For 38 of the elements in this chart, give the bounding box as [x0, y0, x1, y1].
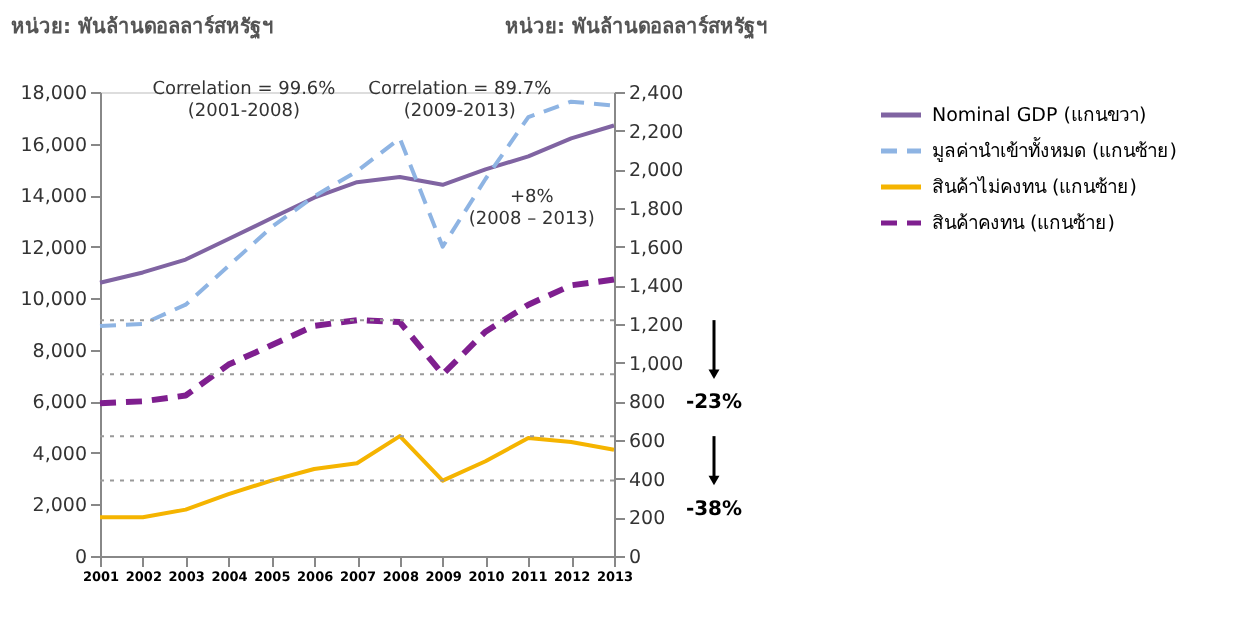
annotation: Correlation = 99.6% (2001-2008): [152, 80, 337, 122]
y2-tick-label: 0: [629, 547, 642, 569]
y-tick-label: 14,000: [20, 186, 87, 209]
annotation: Correlation = 89.7% (2009-2013): [368, 80, 553, 122]
y-tick-label: 4,000: [32, 443, 87, 466]
y2-tick-label: 2,000: [629, 160, 684, 183]
text: -23%: [685, 392, 743, 415]
y-tick-label: 12,000: [20, 237, 87, 260]
line-series: [97, 276, 617, 407]
y2-tick-label: 800: [629, 392, 666, 415]
y-tick-label: 8,000: [32, 340, 87, 363]
legend-label: สินค้าไม่คงทน (แกนซ้าย): [932, 175, 1137, 199]
y2-tick-label: 2,200: [629, 121, 684, 144]
y2-tick-label: 2,400: [629, 83, 684, 105]
y2-tick-label: 400: [629, 469, 666, 492]
line-series: [98, 434, 616, 520]
y-tick-label: 10,000: [20, 289, 87, 312]
y2-axis-title: หน่วย: พันล้านดอลลาร์สหรัฐฯ: [505, 15, 768, 39]
y2-tick-label: 1,000: [629, 353, 684, 376]
legend-label: มูลค่านำเข้าทั้งหมด (แกนซ้าย): [932, 137, 1177, 163]
annotation: +8% (2008 – 2013): [468, 188, 595, 230]
y-tick-label: 16,000: [20, 134, 87, 157]
y2-tick-label: 1,600: [629, 237, 684, 260]
y-tick-label: 18,000: [20, 83, 87, 105]
line-series: [98, 123, 616, 285]
text: -38%: [685, 498, 743, 521]
y2-tick-label: 600: [629, 431, 666, 453]
y-tick-label: 2,000: [32, 495, 87, 518]
y-tick-label: 6,000: [32, 392, 87, 415]
y2-tick-label: 1,200: [629, 315, 684, 337]
y2-tick-label: 1,400: [629, 276, 684, 299]
line-series: [98, 99, 616, 328]
y2-tick-label: 1,800: [629, 199, 684, 221]
legend-label: Nominal GDP (แกนขวา): [932, 105, 1147, 127]
y2-tick-label: 200: [629, 508, 666, 531]
legend-label: สินค้าคงทน (แกนซ้าย): [932, 213, 1115, 235]
y-axis-title: หน่วย: พันล้านดอลลาร์สหรัฐฯ: [11, 15, 274, 39]
y-tick-label: 0: [74, 547, 87, 569]
